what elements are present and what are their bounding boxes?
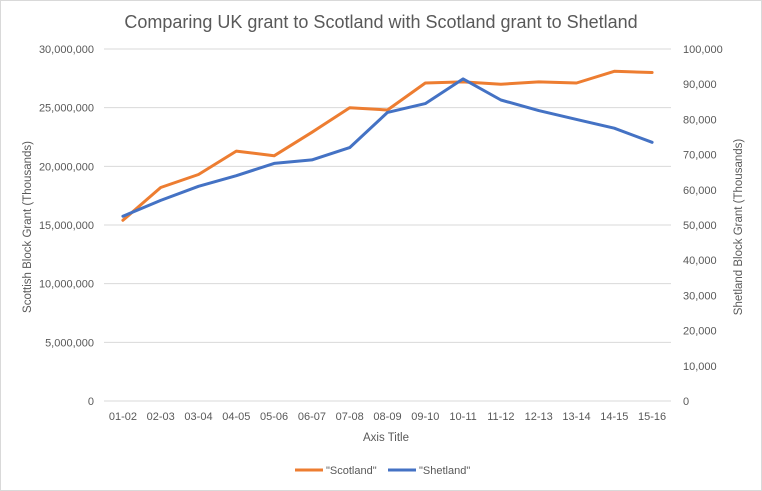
left-tick-label: 10,000,000 [39,279,94,291]
x-tick-label: 12-13 [525,411,553,423]
left-tick-label: 15,000,000 [39,220,94,232]
x-tick-label: 10-11 [449,411,476,423]
x-tick-label: 06-07 [298,411,326,423]
legend-label-shetland: "Shetland" [419,465,470,477]
x-tick-label: 01-02 [109,411,137,423]
x-tick-label: 04-05 [222,411,250,423]
legend: "Scotland" "Shetland" [295,465,470,477]
x-tick-label: 13-14 [562,411,590,423]
left-tick-label: 0 [88,396,94,408]
series-line-scotland [121,69,654,222]
right-tick-label: 40,000 [683,255,717,267]
gridlines [104,48,671,402]
x-tick-label: 08-09 [373,411,401,423]
x-axis-title: Axis Title [363,432,409,444]
x-tick-label: 09-10 [411,411,439,423]
right-tick-label: 50,000 [683,220,717,232]
right-tick-label: 20,000 [683,326,717,338]
right-axis-title: Shetland Block Grant (Thousands) [733,139,745,316]
right-tick-label: 90,000 [683,79,717,91]
left-tick-label: 25,000,000 [39,103,94,115]
right-tick-label: 10,000 [683,361,717,373]
left-axis-ticks: 0 5,000,000 10,000,000 15,000,000 20,000,000… [39,44,94,408]
x-tick-label: 07-08 [336,411,364,423]
series-line-shetland [121,77,654,218]
x-axis-ticks: 01-02 02-03 03-04 04-05 05-06 06-07 07-08 08-09… [109,411,666,423]
legend-label-scotland: "Scotland" [326,465,377,477]
x-tick-label: 05-06 [260,411,288,423]
left-tick-label: 5,000,000 [45,337,94,349]
left-tick-label: 20,000,000 [39,161,94,173]
left-axis-title: Scottish Block Grant (Thousands) [22,141,34,313]
x-tick-label: 15-16 [638,411,666,423]
right-tick-label: 100,000 [683,44,723,56]
x-tick-label: 02-03 [147,411,175,423]
right-tick-label: 0 [683,396,689,408]
left-tick-label: 30,000,000 [39,44,94,56]
right-tick-label: 70,000 [683,150,717,162]
right-tick-label: 80,000 [683,114,717,126]
x-tick-label: 14-15 [600,411,628,423]
x-tick-label: 11-12 [487,411,514,423]
right-tick-label: 60,000 [683,185,717,197]
x-tick-label: 03-04 [184,411,212,423]
right-axis-ticks: 0 10,000 20,000 30,000 40,000 50,000 60,000 70,… [683,44,723,408]
series-layer [121,69,654,222]
right-tick-label: 30,000 [683,290,717,302]
chart-title: Comparing UK grant to Scotland with Scot… [124,12,637,32]
